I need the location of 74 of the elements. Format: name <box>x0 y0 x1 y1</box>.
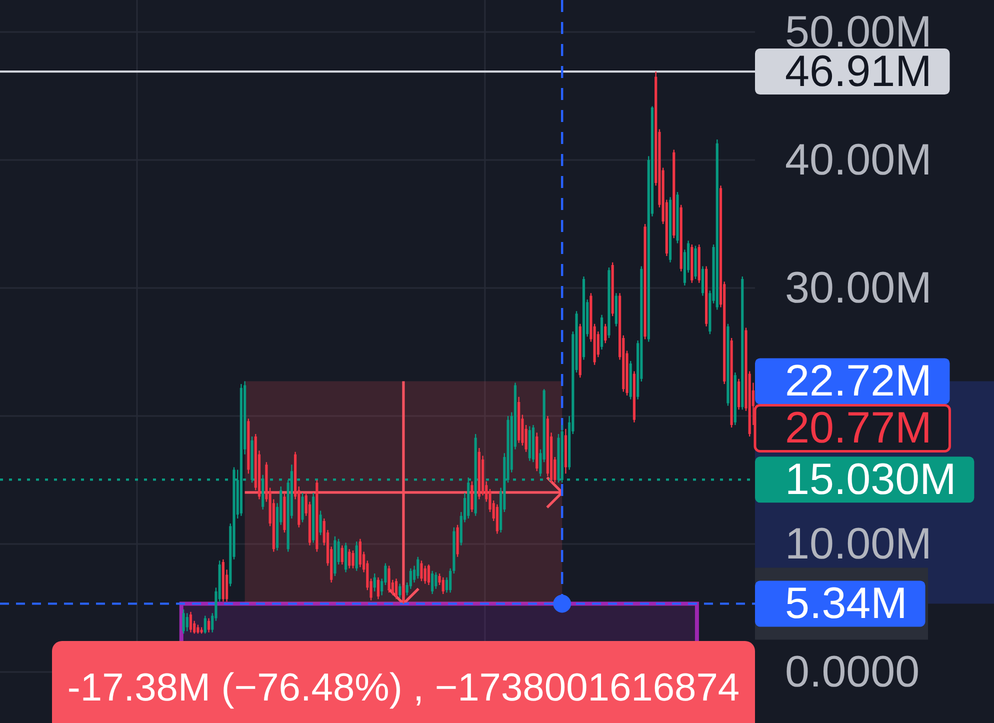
y-tick-label: 40.00M <box>785 136 932 185</box>
candlestick <box>737 378 740 410</box>
candlestick <box>578 324 582 378</box>
candlestick <box>316 480 318 552</box>
candlestick <box>676 192 679 244</box>
candlestick <box>705 266 708 326</box>
text: 22.72M <box>785 356 932 406</box>
candlestick <box>614 293 618 326</box>
candlestick <box>644 224 646 340</box>
candlestick <box>431 570 434 594</box>
candlestick <box>442 577 444 594</box>
candlestick <box>730 338 733 428</box>
candlestick <box>734 372 736 425</box>
candlestick <box>668 197 672 262</box>
candlestick <box>189 612 192 632</box>
candlestick <box>608 268 610 338</box>
candlestick <box>301 492 304 522</box>
candlestick <box>470 481 474 512</box>
candlestick <box>518 396 520 443</box>
candlestick <box>698 244 700 283</box>
candlestick <box>496 504 498 534</box>
candlestick <box>427 564 430 586</box>
candlestick <box>340 545 344 565</box>
candlestick <box>283 492 286 533</box>
y-tick-label: 0.0000 <box>785 648 920 697</box>
candlestick <box>348 549 351 568</box>
candlestick <box>716 140 718 310</box>
candlestick <box>312 492 315 543</box>
candlestick <box>344 542 348 572</box>
candlestick <box>204 616 206 634</box>
candlestick <box>355 541 358 571</box>
candlestick <box>528 426 531 461</box>
candlestick <box>564 428 568 474</box>
candlestick <box>182 609 185 634</box>
candlestick <box>319 510 322 536</box>
candlestick <box>222 559 224 602</box>
candlestick <box>196 624 200 634</box>
candlestick <box>376 577 380 600</box>
candlestick <box>186 613 188 632</box>
ref-line-label: 5.34M <box>785 579 908 628</box>
candlestick <box>604 324 607 344</box>
annotation: -17.38M (−76.48%) , −1738001616874 <box>67 666 740 710</box>
candlestick <box>611 262 614 316</box>
candlestick <box>456 524 459 557</box>
candlestick <box>478 448 480 500</box>
candlestick <box>394 578 398 600</box>
candlestick <box>726 324 730 406</box>
candlestick <box>694 246 697 280</box>
candlestick <box>701 266 704 296</box>
candlestick <box>334 536 336 576</box>
candlestick <box>352 550 354 568</box>
candlestick <box>632 371 636 422</box>
y-tick-label: 30.00M <box>785 264 932 313</box>
candlestick <box>680 204 682 272</box>
candlestick <box>600 314 604 350</box>
candlestick <box>388 566 390 593</box>
candlestick <box>672 150 676 238</box>
candlestick <box>398 584 402 598</box>
candlestick <box>629 360 632 400</box>
candlestick <box>532 424 535 462</box>
candlestick <box>420 560 423 582</box>
y-tick-label: 10.00M <box>785 520 932 569</box>
ref-line-label: 15.030M <box>785 455 956 504</box>
candlestick <box>200 627 203 634</box>
candlestick <box>247 418 250 474</box>
candlestick <box>402 585 405 604</box>
candlestick <box>536 432 538 472</box>
text: 20.77M <box>785 404 932 453</box>
candlestick <box>207 618 210 632</box>
candlestick <box>373 573 376 592</box>
candlestick <box>690 244 694 283</box>
candlestick <box>741 276 744 410</box>
candlestick <box>416 556 420 579</box>
candlestick <box>582 276 586 360</box>
